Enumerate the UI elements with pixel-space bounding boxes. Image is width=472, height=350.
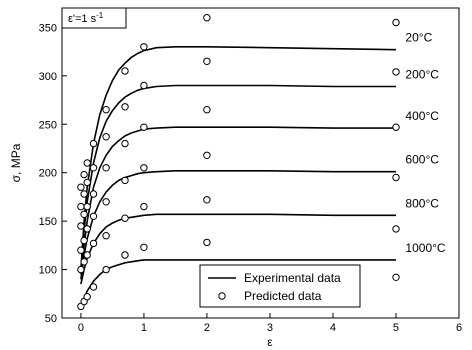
y-tick-label-2: 150 [39,216,57,228]
predicted-point-2-2 [83,202,91,211]
y-axis-label: σ, MPa [9,143,23,182]
predicted-point-5-7 [203,238,211,247]
experimental-line-2 [80,126,396,275]
x-tick-label-1: 1 [141,322,147,334]
predicted-point-2-6 [140,123,148,131]
temperature-label-3: 600°C [405,153,439,167]
y-tick-label-1: 100 [39,265,57,277]
temperature-label-2: 400°C [405,109,439,123]
predicted-point-0-5 [121,67,129,75]
predicted-point-2-3 [89,190,98,198]
y-tick-label-5: 300 [39,71,57,83]
x-tick-label-2: 2 [204,322,210,334]
experimental-line-5 [80,259,396,307]
predicted-point-5-5 [121,251,129,259]
strain-rate-label: ε'=1 s-1 [68,11,104,26]
predicted-point-0-7 [203,14,211,22]
legend: Experimental data Predicted data [199,264,361,308]
legend-label-predicted: Predicted data [244,289,322,303]
x-tick-label-5: 5 [393,322,399,334]
y-axis: 50 100 150 200 250 300 350 [39,22,67,325]
predicted-point-3-6 [140,164,148,172]
predicted-point-3-2 [83,225,91,233]
x-tick-label-3: 3 [267,322,273,334]
predicted-point-5-6 [140,243,148,252]
predicted-point-1-3 [89,164,98,172]
predicted-point-5-2 [83,293,91,301]
plot-area [61,7,460,319]
x-axis: 0 1 2 3 4 5 6 [78,313,462,334]
legend-circle-marker [218,292,226,300]
temperature-labels: 20°C 200°C 400°C 600°C 800°C 1000°C [405,31,445,255]
x-tick-label-0: 0 [78,322,84,334]
predicted-point-1-4 [102,133,110,141]
y-tick-label-3: 200 [39,168,57,180]
predicted-point-4-6 [140,202,148,211]
predicted-point-2-1 [80,210,88,219]
predicted-points [77,14,400,311]
predicted-point-5-3 [89,283,98,291]
predicted-point-2-7 [203,106,211,114]
predicted-point-3-3 [89,212,98,221]
predicted-point-4-1 [80,258,88,266]
predicted-point-4-8 [392,225,400,233]
predicted-point-5-8 [392,273,400,281]
predicted-point-1-8 [392,68,400,76]
legend-label-experimental: Experimental data [244,271,341,285]
temperature-label-5: 1000°C [405,241,445,255]
temperature-label-0: 20°C [405,31,432,45]
predicted-point-4-2 [83,251,91,259]
predicted-point-3-4 [102,198,110,206]
predicted-point-1-2 [83,178,91,187]
predicted-point-0-3 [89,139,98,148]
predicted-point-0-4 [102,106,110,114]
predicted-point-5-4 [102,265,110,274]
predicted-point-3-0 [77,246,85,254]
temperature-label-4: 800°C [405,196,439,210]
x-tick-label-6: 6 [456,322,462,334]
predicted-point-1-6 [140,81,148,90]
predicted-point-1-1 [80,190,88,198]
predicted-point-2-4 [102,164,110,172]
experimental-line-1 [80,84,396,270]
predicted-point-4-3 [89,239,98,248]
predicted-point-4-5 [121,214,129,222]
predicted-point-2-0 [77,222,85,230]
predicted-point-0-6 [140,43,148,51]
predicted-point-3-7 [203,151,211,160]
temperature-label-1: 200°C [405,67,439,81]
predicted-point-4-4 [102,232,110,240]
predicted-point-2-5 [121,139,129,148]
predicted-point-0-2 [83,159,91,167]
y-tick-label-4: 250 [39,119,57,131]
predicted-point-1-7 [203,57,211,65]
experimental-line-0 [80,45,397,270]
predicted-point-3-1 [80,236,88,245]
experimental-line-3 [80,170,396,280]
predicted-point-2-8 [392,123,400,131]
predicted-point-3-5 [121,176,129,185]
y-tick-label-0: 50 [45,313,57,325]
y-tick-label-6: 350 [39,22,57,34]
predicted-point-4-7 [203,196,211,204]
strain-rate-annotation: ε'=1 s-1 [61,7,127,29]
predicted-point-1-5 [121,103,129,111]
predicted-point-1-0 [77,202,85,211]
predicted-point-0-0 [77,183,85,191]
predicted-point-3-8 [392,173,400,182]
predicted-point-0-1 [80,170,88,179]
x-axis-label: ε [267,335,273,349]
predicted-point-4-0 [77,265,85,274]
predicted-point-0-8 [392,18,400,27]
x-tick-label-4: 4 [330,322,336,334]
